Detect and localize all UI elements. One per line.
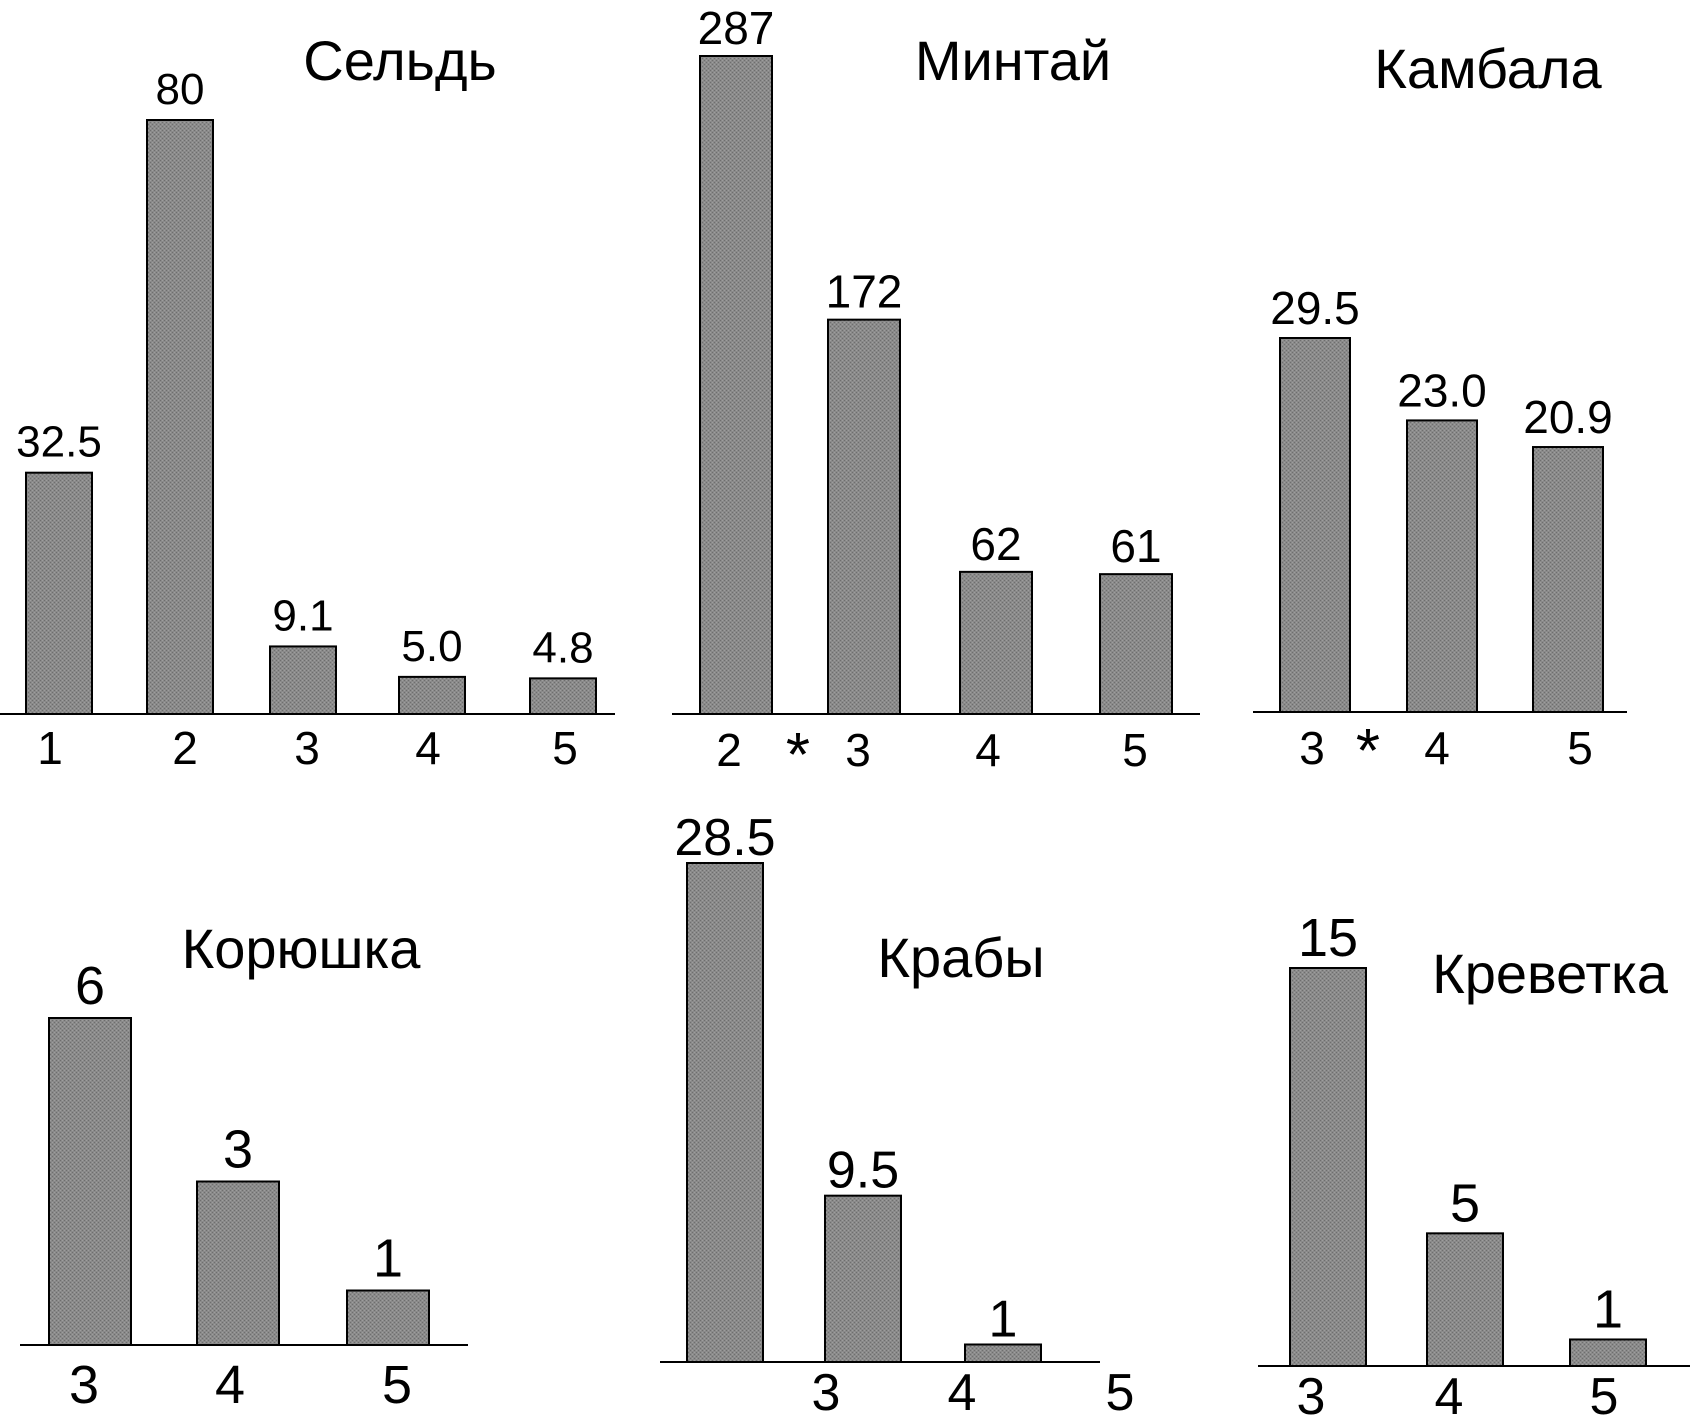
x-tick-label: 4 bbox=[415, 722, 441, 774]
x-tick-label: 3 bbox=[1299, 722, 1325, 774]
x-tick-label: 3 bbox=[294, 722, 320, 774]
data-label: 62 bbox=[970, 518, 1021, 570]
data-label: 9.5 bbox=[827, 1142, 899, 1200]
x-tick-label: 4 bbox=[1424, 722, 1450, 774]
bar bbox=[346, 1289, 430, 1346]
panel-flounder: Камбала 29.5 23.0 20.9 3 * 4 5 bbox=[1253, 37, 1627, 786]
bar bbox=[25, 471, 93, 715]
x-tick-label: 5 bbox=[382, 1355, 412, 1415]
x-tick-label: 3 bbox=[812, 1364, 841, 1418]
bar bbox=[959, 570, 1033, 715]
data-label: 29.5 bbox=[1270, 282, 1360, 334]
chart-title: Крабы bbox=[877, 926, 1044, 989]
data-label: 172 bbox=[826, 266, 903, 318]
bar bbox=[196, 1180, 280, 1346]
panel-smelt: Корюшка 6 3 1 3 4 5 bbox=[20, 917, 468, 1415]
x-tick-label: 4 bbox=[975, 724, 1001, 776]
chart-title: Креветка bbox=[1432, 942, 1669, 1005]
data-label: 15 bbox=[1298, 908, 1358, 968]
data-label: 5 bbox=[1450, 1173, 1480, 1233]
x-tick-label: 5 bbox=[1567, 722, 1593, 774]
data-label: 28.5 bbox=[674, 809, 775, 867]
x-tick-label: 2 bbox=[172, 722, 198, 774]
chart-title: Камбала bbox=[1374, 37, 1602, 100]
x-tick-label: 5 bbox=[1122, 724, 1148, 776]
x-tick-label: 1 bbox=[37, 722, 63, 774]
bar bbox=[964, 1343, 1042, 1363]
bar bbox=[398, 675, 466, 715]
bar bbox=[1569, 1338, 1647, 1368]
data-label: 5.0 bbox=[401, 622, 462, 671]
data-label: 6 bbox=[75, 956, 105, 1016]
data-label: 1 bbox=[1593, 1279, 1623, 1339]
x-tick-label: 4 bbox=[1435, 1368, 1464, 1418]
bar bbox=[146, 119, 214, 715]
data-label: 4.8 bbox=[532, 623, 593, 672]
data-label: 23.0 bbox=[1397, 364, 1487, 416]
x-tick-label: 2 bbox=[716, 724, 742, 776]
data-label: 287 bbox=[698, 2, 775, 54]
x-tick-label: 3 bbox=[845, 724, 871, 776]
x-tick-label: 5 bbox=[552, 722, 578, 774]
x-tick-label: 5 bbox=[1106, 1364, 1135, 1418]
panel-herring: Сельдь 32.5 80 9.1 5.0 4.8 1 2 3 4 5 bbox=[0, 29, 615, 774]
significance-marker: * bbox=[786, 721, 810, 790]
significance-marker: * bbox=[1356, 717, 1380, 786]
bar bbox=[1279, 337, 1351, 713]
x-tick-label: 5 bbox=[1590, 1368, 1619, 1418]
bar bbox=[1289, 967, 1367, 1367]
bar bbox=[827, 318, 901, 715]
x-tick-label: 4 bbox=[948, 1364, 977, 1418]
x-tick-label: 3 bbox=[1297, 1368, 1326, 1418]
bar bbox=[824, 1194, 902, 1363]
bar bbox=[1532, 446, 1604, 713]
chart-title: Сельдь bbox=[303, 29, 496, 92]
data-label: 1 bbox=[373, 1229, 403, 1289]
bar bbox=[1426, 1232, 1504, 1368]
bar bbox=[1406, 419, 1478, 713]
x-tick-label: 4 bbox=[215, 1355, 245, 1415]
panel-crabs: Крабы 28.5 9.5 1 3 4 5 bbox=[660, 809, 1134, 1418]
bar bbox=[48, 1017, 132, 1346]
panel-pollock: Минтай 287 172 62 61 2 * 3 4 5 bbox=[672, 2, 1200, 790]
bar bbox=[699, 55, 773, 715]
data-label: 80 bbox=[156, 65, 205, 114]
chart-title: Минтай bbox=[915, 29, 1111, 92]
panel-shrimp: Креветка 15 5 1 3 4 5 bbox=[1258, 908, 1690, 1418]
x-tick-label: 3 bbox=[69, 1355, 99, 1415]
bar bbox=[529, 677, 597, 715]
bar bbox=[1099, 573, 1173, 716]
data-label: 20.9 bbox=[1523, 391, 1613, 443]
data-label: 61 bbox=[1110, 520, 1161, 572]
data-label: 9.1 bbox=[272, 591, 333, 640]
data-label: 32.5 bbox=[16, 418, 102, 467]
data-label: 3 bbox=[223, 1120, 253, 1180]
chart-title: Корюшка bbox=[182, 917, 422, 980]
data-label: 1 bbox=[989, 1290, 1018, 1348]
bar bbox=[269, 645, 337, 715]
bar bbox=[686, 862, 764, 1363]
